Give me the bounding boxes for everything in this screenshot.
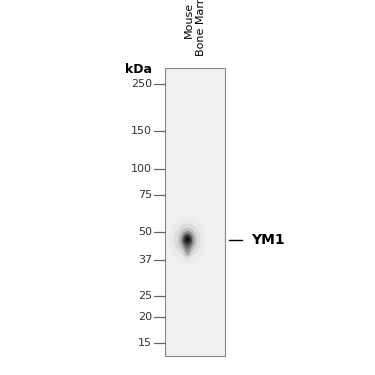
Ellipse shape <box>181 231 194 249</box>
Text: 20: 20 <box>138 312 152 322</box>
Ellipse shape <box>174 224 201 256</box>
Text: kDa: kDa <box>125 63 152 76</box>
Ellipse shape <box>183 234 192 246</box>
Text: 50: 50 <box>138 227 152 237</box>
Text: 25: 25 <box>138 291 152 301</box>
Ellipse shape <box>178 228 197 252</box>
Ellipse shape <box>169 216 206 264</box>
Ellipse shape <box>182 237 193 260</box>
Text: 100: 100 <box>131 164 152 174</box>
Text: 150: 150 <box>131 126 152 136</box>
Text: Mouse
Bone Marrow: Mouse Bone Marrow <box>184 0 206 56</box>
Text: 250: 250 <box>131 79 152 89</box>
Text: 15: 15 <box>138 338 152 348</box>
Ellipse shape <box>184 236 190 244</box>
Ellipse shape <box>185 242 190 254</box>
Text: 37: 37 <box>138 255 152 265</box>
Ellipse shape <box>184 240 191 256</box>
Text: 75: 75 <box>138 190 152 200</box>
Text: YM1: YM1 <box>251 233 285 247</box>
Bar <box>165 68 225 356</box>
Ellipse shape <box>186 238 189 242</box>
